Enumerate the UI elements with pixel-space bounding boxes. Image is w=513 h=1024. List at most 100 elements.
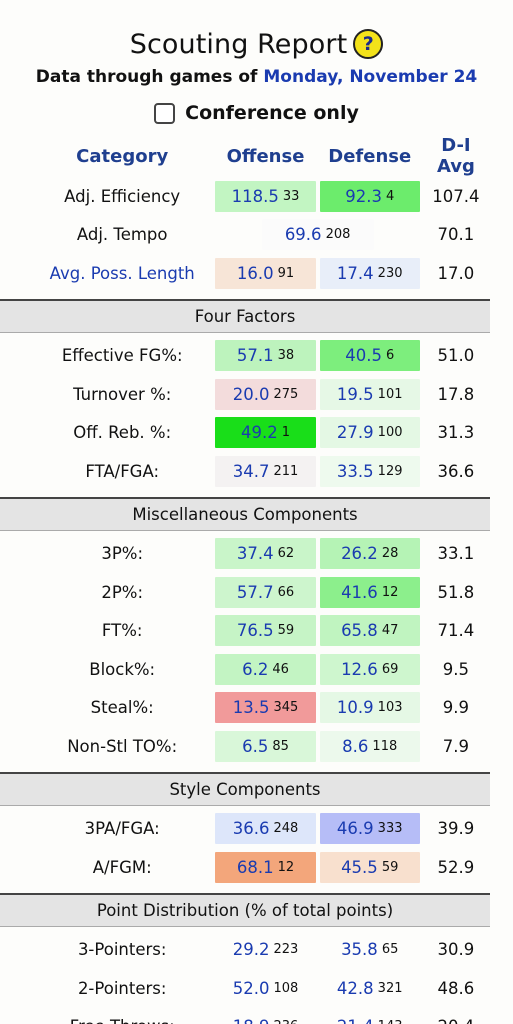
off-value[interactable]: 69.6 <box>284 225 322 245</box>
def-value[interactable]: 26.2 <box>341 544 378 564</box>
section-title: Miscellaneous Components <box>0 496 490 531</box>
defense-cell: 92.3 4 <box>318 177 422 216</box>
defense-cell: 33.5 129 <box>318 452 422 491</box>
d1-avg-header[interactable]: D-I Avg <box>436 135 475 177</box>
category-header[interactable]: Category <box>76 145 169 167</box>
off-value[interactable]: 52.0 <box>232 978 270 998</box>
offense-cell: 49.2 1 <box>213 414 317 453</box>
conference-only-checkbox[interactable] <box>154 102 176 124</box>
category-label: FTA/FGA: <box>85 461 160 481</box>
offense-cell: 69.6 208 <box>213 216 421 255</box>
defense-cell: 45.5 59 <box>318 848 422 887</box>
off-value[interactable]: 37.4 <box>236 544 274 564</box>
offense-value-box: 49.2 1 <box>215 417 316 449</box>
d1-avg-value: 36.6 <box>437 461 475 481</box>
off-value[interactable]: 6.2 <box>242 659 269 679</box>
help-icon[interactable]: ? <box>353 29 384 59</box>
offense-value-box: 36.6 248 <box>215 813 316 845</box>
off-value[interactable]: 13.5 <box>232 698 270 718</box>
off-rank: 46 <box>272 661 289 677</box>
d1-avg-value: 71.4 <box>437 621 475 641</box>
def-value[interactable]: 19.5 <box>336 384 374 404</box>
def-value[interactable]: 21.4 <box>337 1017 374 1024</box>
def-value[interactable]: 41.6 <box>341 582 378 602</box>
off-value[interactable]: 57.1 <box>236 346 274 366</box>
d1-avg-value: 9.5 <box>442 659 470 679</box>
def-value[interactable]: 35.8 <box>341 940 378 960</box>
offense-header[interactable]: Offense <box>226 145 305 167</box>
def-rank: 321 <box>377 980 403 996</box>
offense-value-box: 37.4 62 <box>215 538 316 570</box>
off-rank: 248 <box>273 821 299 837</box>
title-row: Scouting Report ? <box>0 26 513 62</box>
off-value[interactable]: 36.6 <box>232 819 270 839</box>
def-value[interactable]: 17.4 <box>336 263 374 283</box>
category-label: Non-Stl TO%: <box>67 736 178 756</box>
off-value[interactable]: 49.2 <box>240 423 278 443</box>
offense-value-box: 57.1 38 <box>215 340 316 372</box>
defense-cell: 8.6 118 <box>318 727 422 766</box>
table-row: Effective FG%: 57.1 38 40.5 6 51.0 <box>31 337 490 376</box>
d1-avg-value: 51.0 <box>437 346 475 366</box>
data-date-link[interactable]: Monday, November 24 <box>263 67 478 87</box>
off-value[interactable]: 18.9 <box>233 1017 270 1024</box>
off-rank: 108 <box>273 980 299 996</box>
def-rank: 100 <box>377 425 403 441</box>
section-title: Point Distribution (% of total points) <box>0 892 490 927</box>
conference-only-label[interactable]: Conference only <box>185 102 359 124</box>
table-header-row: Category Offense Defense D-I Avg <box>31 135 490 177</box>
def-value[interactable]: 33.5 <box>336 461 374 481</box>
off-value[interactable]: 16.0 <box>236 263 274 283</box>
defense-header[interactable]: Defense <box>328 145 412 167</box>
category-label: Effective FG%: <box>61 346 183 366</box>
defense-value-box: 21.4 143 <box>320 1011 420 1024</box>
offense-value-box: 118.5 33 <box>215 180 316 212</box>
offense-value-box: 29.2 223 <box>215 934 315 965</box>
defense-value-box: 8.6 118 <box>319 730 420 762</box>
defense-value-box: 42.8 321 <box>320 973 420 1004</box>
off-value[interactable]: 68.1 <box>236 857 274 877</box>
table-row: 3PA/FGA: 36.6 248 46.9 333 39.9 <box>31 810 490 849</box>
offense-cell: 29.2 223 <box>213 931 317 970</box>
def-rank: 230 <box>377 265 403 281</box>
def-value[interactable]: 40.5 <box>345 346 382 366</box>
table-row: Adj. Efficiency 118.5 33 92.3 4 107.4 <box>31 177 490 216</box>
offense-cell: 52.0 108 <box>213 969 317 1008</box>
off-value[interactable]: 29.2 <box>232 940 270 960</box>
defense-value-box: 92.3 4 <box>319 180 420 212</box>
off-value[interactable]: 34.7 <box>232 461 270 481</box>
def-value[interactable]: 12.6 <box>341 659 378 679</box>
off-value[interactable]: 118.5 <box>231 186 279 206</box>
off-value[interactable]: 20.0 <box>232 384 270 404</box>
def-value[interactable]: 42.8 <box>336 978 374 998</box>
off-rank: 38 <box>277 348 295 364</box>
off-value[interactable]: 6.5 <box>242 736 269 756</box>
offense-cell: 68.1 12 <box>213 848 317 887</box>
off-rank: 208 <box>325 227 351 243</box>
defense-value-box: 19.5 101 <box>319 378 420 410</box>
def-value[interactable]: 10.9 <box>336 698 374 718</box>
category-label: 2-Pointers: <box>77 978 167 998</box>
def-value[interactable]: 8.6 <box>342 736 369 756</box>
def-value[interactable]: 65.8 <box>341 621 378 641</box>
category-label: 3PA/FGA: <box>84 819 160 839</box>
offense-cell: 13.5 345 <box>213 689 317 728</box>
page-title: Scouting Report <box>129 28 348 60</box>
category-label[interactable]: Avg. Poss. Length <box>49 263 195 283</box>
def-value[interactable]: 92.3 <box>345 186 382 206</box>
off-value[interactable]: 76.5 <box>236 621 274 641</box>
off-value[interactable]: 57.7 <box>236 582 274 602</box>
table-row: FT%: 76.5 59 65.8 47 71.4 <box>31 612 490 651</box>
defense-cell: 10.9 103 <box>318 689 422 728</box>
d1-avg-value: 51.8 <box>437 582 475 602</box>
table-row: 3-Pointers: 29.2 223 35.8 65 30.9 <box>31 931 490 970</box>
def-value[interactable]: 45.5 <box>341 857 378 877</box>
defense-cell: 42.8 321 <box>318 969 422 1008</box>
def-value[interactable]: 27.9 <box>336 423 374 443</box>
def-rank: 4 <box>385 188 395 204</box>
d1-avg-value: 31.3 <box>437 423 475 443</box>
def-value[interactable]: 46.9 <box>336 819 374 839</box>
table-row: Block%: 6.2 46 12.6 69 9.5 <box>31 650 490 689</box>
defense-value-box: 33.5 129 <box>319 455 420 487</box>
conference-filter[interactable]: Conference only <box>0 99 513 127</box>
